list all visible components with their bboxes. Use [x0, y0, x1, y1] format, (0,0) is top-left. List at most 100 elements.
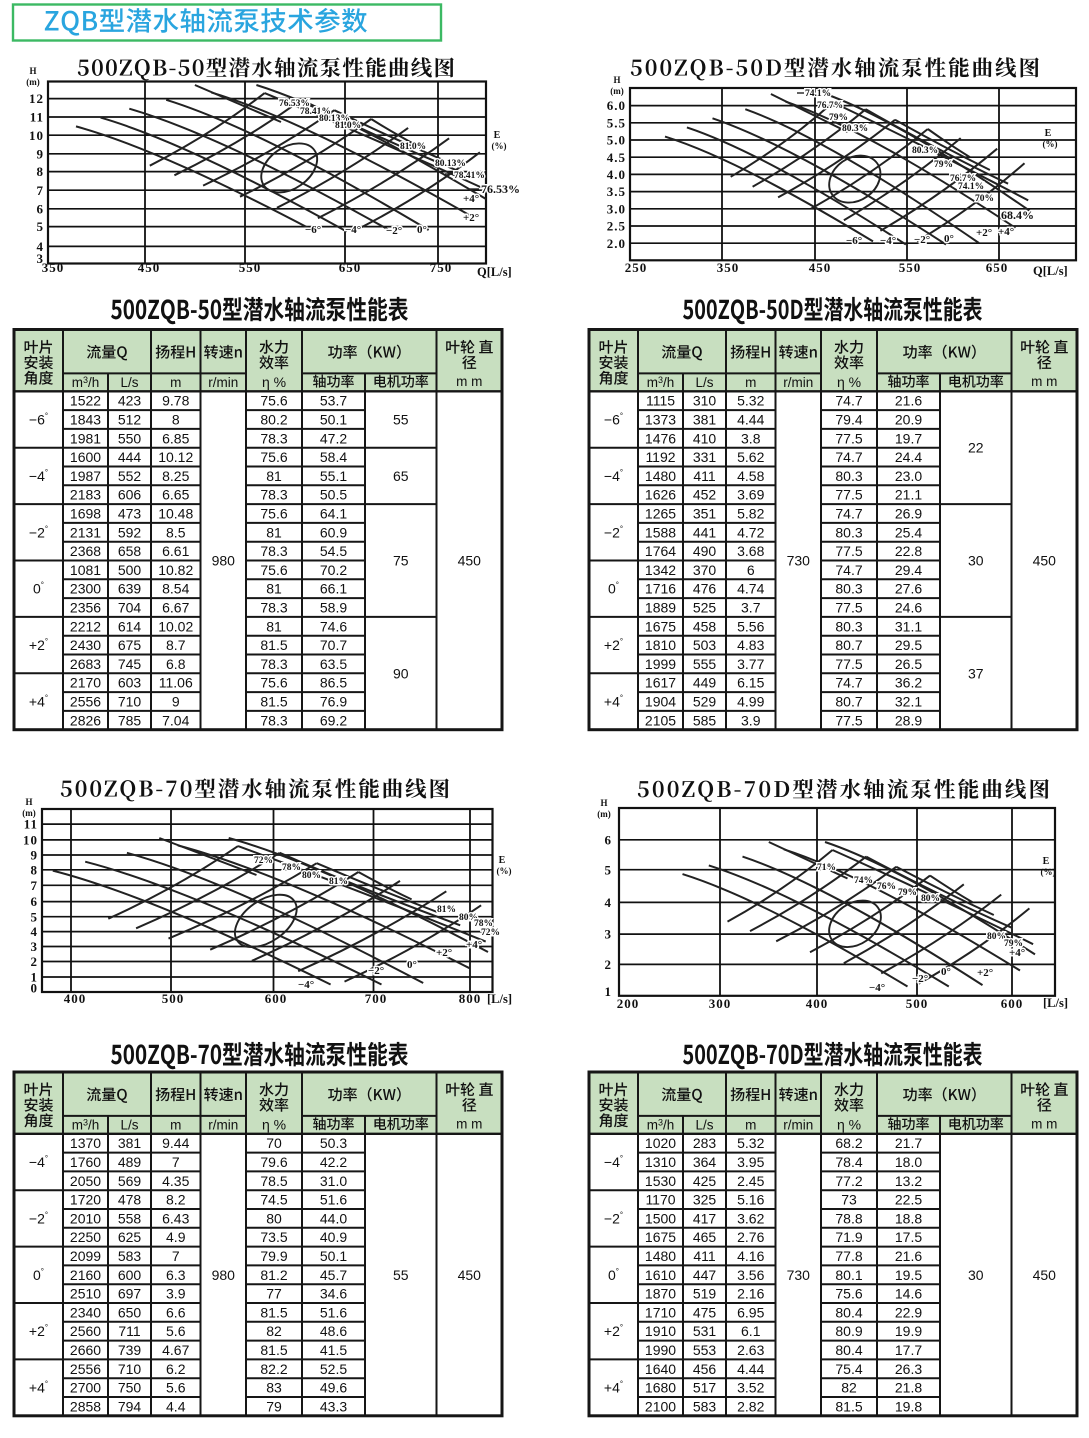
svg-text:3.62: 3.62	[737, 1210, 764, 1226]
svg-text:1843: 1843	[70, 412, 101, 428]
svg-text:450: 450	[138, 260, 161, 275]
svg-text:77.5: 77.5	[835, 487, 862, 503]
svg-text:L/s: L/s	[695, 375, 713, 390]
svg-text:1870: 1870	[645, 1286, 676, 1302]
svg-text:m3/h: m3/h	[72, 1118, 100, 1133]
svg-text:583: 583	[693, 1398, 717, 1414]
svg-text:310: 310	[693, 393, 717, 409]
svg-text:600: 600	[265, 991, 288, 1006]
svg-text:710: 710	[118, 1361, 142, 1377]
svg-text:71%: 71%	[817, 863, 836, 873]
svg-text:49.6: 49.6	[320, 1380, 347, 1396]
svg-text:1370: 1370	[70, 1135, 101, 1151]
svg-text:417: 417	[693, 1210, 717, 1226]
svg-text:500: 500	[906, 996, 929, 1011]
svg-text:m m: m m	[456, 374, 482, 389]
svg-text:4.9: 4.9	[166, 1229, 186, 1245]
svg-text:6.1: 6.1	[741, 1323, 761, 1339]
svg-text:81: 81	[266, 618, 282, 634]
svg-text:78.41%: 78.41%	[300, 107, 331, 117]
svg-text:7.04: 7.04	[162, 712, 189, 728]
svg-text:6.61: 6.61	[162, 543, 189, 559]
svg-text:503: 503	[693, 637, 717, 653]
svg-text:350: 350	[42, 260, 65, 275]
svg-text:77.5: 77.5	[835, 712, 862, 728]
svg-text:L/s: L/s	[695, 1118, 713, 1133]
svg-text:490: 490	[693, 543, 717, 559]
svg-text:−6°: −6°	[29, 412, 48, 428]
svg-text:9: 9	[31, 848, 39, 863]
svg-text:m m: m m	[456, 1117, 482, 1132]
svg-text:3.69: 3.69	[737, 487, 764, 503]
svg-text:6: 6	[37, 201, 45, 216]
svg-text:300: 300	[709, 996, 732, 1011]
svg-text:22.5: 22.5	[895, 1192, 922, 1208]
svg-text:m: m	[745, 375, 756, 390]
svg-text:500: 500	[162, 991, 185, 1006]
svg-text:+2°: +2°	[976, 227, 992, 239]
svg-text:473: 473	[118, 506, 142, 522]
svg-text:79%: 79%	[934, 160, 953, 170]
svg-text:739: 739	[118, 1342, 142, 1358]
svg-text:81: 81	[266, 524, 282, 540]
svg-text:55: 55	[393, 1267, 409, 1283]
svg-text:3.68: 3.68	[737, 543, 764, 559]
svg-text:m3/h: m3/h	[647, 1118, 675, 1133]
svg-text:m3/h: m3/h	[647, 375, 675, 390]
svg-text:8.2: 8.2	[166, 1192, 186, 1208]
svg-text:2340: 2340	[70, 1304, 101, 1320]
svg-text:19.9: 19.9	[895, 1323, 922, 1339]
svg-text:550: 550	[899, 260, 922, 275]
svg-text:−4°: −4°	[345, 224, 361, 236]
svg-text:17.7: 17.7	[895, 1342, 922, 1358]
svg-text:2.5: 2.5	[607, 219, 626, 234]
svg-text:2: 2	[605, 957, 613, 972]
svg-text:−2°: −2°	[604, 1210, 623, 1226]
svg-text:4.99: 4.99	[737, 694, 764, 710]
svg-text:1310: 1310	[645, 1154, 676, 1170]
svg-text:m: m	[170, 375, 181, 390]
svg-text:4.35: 4.35	[162, 1173, 189, 1189]
svg-text:72%: 72%	[481, 928, 500, 938]
svg-text:77.5: 77.5	[835, 656, 862, 672]
svg-text:0°: 0°	[941, 966, 951, 978]
svg-text:558: 558	[118, 1210, 142, 1226]
svg-text:60.9: 60.9	[320, 524, 347, 540]
svg-text:1981: 1981	[70, 430, 101, 446]
svg-text:H: H	[600, 798, 607, 808]
svg-text:980: 980	[212, 553, 236, 569]
svg-text:6.6: 6.6	[166, 1304, 186, 1320]
svg-text:3.52: 3.52	[737, 1380, 764, 1396]
svg-text:55: 55	[393, 412, 409, 428]
svg-text:456: 456	[693, 1361, 717, 1377]
svg-text:5.0: 5.0	[607, 133, 626, 148]
svg-text:77.2: 77.2	[835, 1173, 862, 1189]
svg-text:81.0%: 81.0%	[400, 142, 426, 152]
svg-text:4.83: 4.83	[737, 637, 764, 653]
svg-text:80.3: 80.3	[835, 524, 862, 540]
svg-text:r/min: r/min	[783, 375, 813, 390]
svg-text:73: 73	[841, 1192, 857, 1208]
svg-text:2556: 2556	[70, 694, 101, 710]
svg-text:550: 550	[118, 430, 142, 446]
svg-text:1: 1	[31, 970, 39, 985]
svg-text:5.62: 5.62	[737, 449, 764, 465]
svg-text:3.95: 3.95	[737, 1154, 764, 1170]
svg-text:7: 7	[31, 878, 39, 893]
svg-text:90: 90	[393, 665, 409, 681]
svg-text:78.3: 78.3	[260, 656, 287, 672]
svg-text:450: 450	[809, 260, 832, 275]
svg-text:−2°: −2°	[29, 1210, 48, 1226]
svg-text:1610: 1610	[645, 1267, 676, 1283]
svg-text:75: 75	[393, 553, 409, 569]
svg-text:585: 585	[693, 712, 717, 728]
svg-text:−4°: −4°	[29, 468, 48, 484]
svg-text:10.48: 10.48	[158, 506, 193, 522]
svg-text:L/s: L/s	[120, 1118, 138, 1133]
svg-text:1720: 1720	[70, 1192, 101, 1208]
svg-text:80: 80	[266, 1210, 282, 1226]
svg-text:1170: 1170	[645, 1192, 675, 1208]
svg-text:+4°: +4°	[604, 1380, 623, 1396]
svg-text:704: 704	[118, 600, 142, 616]
svg-text:79.4: 79.4	[835, 412, 862, 428]
